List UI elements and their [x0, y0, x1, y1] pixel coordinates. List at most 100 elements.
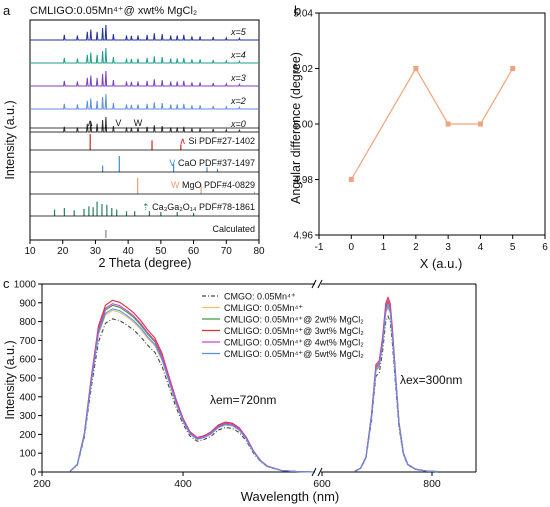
panel-c-y-tick-label: 100: [19, 449, 36, 460]
panel-c-y-tick-label: 400: [19, 392, 36, 403]
panel-a-x-axis-label: 2 Theta (degree): [99, 256, 192, 270]
panel-c-y-tick-label: 900: [19, 298, 36, 309]
panel-b-x-axis-label: X (a.u.): [420, 256, 463, 271]
panel-b-x-tick-label: 4: [478, 242, 484, 253]
panel-c-y-tick-label: 600: [19, 355, 36, 366]
panel-c-x-tick-label: 200: [33, 478, 51, 490]
panel-c-y-tick-label: 0: [30, 468, 36, 479]
panel-b-y-tick-label: 5.04: [294, 9, 314, 20]
panel-c-y-tick-label: 700: [19, 336, 36, 347]
panel-a-x-tick-label: 50: [155, 246, 167, 257]
reference-marker: W: [171, 180, 180, 190]
pattern-label: x=5: [230, 27, 247, 37]
panel-c-plot: 200 400 600 800 0 100 200 300 400 500 600 700 800 900…: [14, 279, 477, 490]
panel-b-data-point: [510, 66, 516, 71]
reference-marker: ∧: [179, 136, 186, 146]
legend-entry: CMLIGO: 0.05Mn⁴⁺@ 4wt% MgCl₂: [224, 338, 364, 348]
reference-marker: ⇡: [142, 202, 150, 212]
panel-a-letter: a: [3, 3, 11, 18]
panel-b-letter: b: [294, 3, 301, 18]
panel-c-y-tick-label: 300: [19, 411, 36, 422]
panel-c-x-tick-label: 400: [174, 478, 192, 490]
panel-c-y-tick-label: 800: [19, 317, 36, 328]
panel-a-y-axis-label: Intensity (a.u.): [3, 100, 17, 179]
excitation-curve: [69, 318, 314, 473]
phase-marker: ∧: [87, 118, 94, 128]
panel-b-series-line: [350, 67, 514, 180]
panel-a-x-tick-label: 20: [57, 246, 69, 257]
panel-a-plot: 10 20 30 40 50 60 70 80 x=5 x=4 x=3 x=2 x=0 ∧ V W ∧ Si P…: [24, 19, 265, 257]
pattern-line: [30, 93, 259, 110]
pattern-label: x=0: [230, 119, 246, 129]
panel-a-x-tick-label: 70: [221, 246, 233, 257]
pattern-label: x=3: [230, 73, 246, 83]
panel-b-data-point: [477, 121, 483, 127]
panel-c-y-axis-label: Intensity (a.u.): [3, 340, 17, 419]
annotation-lambda-ex: λex=300nm: [400, 373, 462, 387]
panel-c-y-tick-label: 500: [19, 374, 36, 385]
panel-a-x-tick-label: 80: [253, 246, 265, 257]
reference-label-text: Ca₃Ga₂O₁₄ PDF#78-1861: [152, 202, 255, 212]
pattern-line: [30, 47, 259, 64]
panel-b-x-tick-label: 2: [413, 242, 419, 253]
panel-c-y-tick-label: 200: [19, 430, 36, 441]
panel-b-data-point: [445, 121, 451, 127]
emission-curve: [354, 304, 438, 473]
reference-label-text: Si PDF#27-1402: [188, 136, 255, 146]
panel-a: a CMLIGO:0.05Mn⁴⁺@ xwt% MgCl₂ 10 20 30 40 50…: [3, 3, 265, 270]
pattern-label: x=4: [230, 50, 246, 60]
panel-b-y-tick-label: 4.98: [294, 175, 314, 186]
axis-break-mark: [317, 467, 323, 477]
pattern-line: [30, 70, 259, 87]
reference-label: ⇡ Ca₃Ga₂O₁₄ PDF#78-1861: [142, 202, 255, 212]
axis-break-mark: [311, 279, 317, 289]
legend-entry: CMLIGO: 0.05Mn⁴⁺@ 2wt% MgCl₂: [224, 315, 364, 325]
panel-b-x-tick-label: 0: [349, 242, 355, 253]
reference-label: Calculated: [212, 224, 255, 234]
panel-a-frame: [29, 19, 260, 241]
panel-c-y-tick-label: 1000: [14, 280, 37, 291]
reference-label: V CaO PDF#37-1497: [169, 158, 255, 168]
phase-marker: V: [115, 118, 121, 128]
legend-entry: CMLIGO: 0.05Mn⁴⁺@ 5wt% MgCl₂: [224, 349, 364, 359]
panel-b-data-point: [413, 66, 419, 71]
reference-marker: V: [169, 158, 175, 168]
panel-a-title: CMLIGO:0.05Mn⁴⁺@ xwt% MgCl₂: [30, 5, 197, 17]
panel-b-y-tick-label: 4.96: [294, 231, 314, 242]
panel-a-x-tick-label: 10: [24, 246, 36, 257]
panel-b-plot: -1 0 1 2 3 4 5 6 4.96 4.98 5.00 5.02 5.04: [294, 9, 549, 254]
panel-b-x-tick-label: 5: [510, 242, 516, 253]
reference-label-text: CaO PDF#37-1497: [178, 158, 255, 168]
panel-b: b -1 0 1 2 3 4 5 6 4.96 4.98 5.00 5.02 5.04 X (a.u.)…: [289, 3, 548, 271]
phase-marker: W: [134, 118, 143, 128]
reference-label: W MgO PDF#4-0829: [171, 180, 255, 190]
panel-b-y-axis-label: Angular difference (degree): [289, 52, 303, 204]
pattern-label: x=2: [230, 96, 246, 106]
panel-b-x-tick-label: -1: [315, 242, 324, 253]
panel-c-x-axis-label: Wavelength (nm): [241, 489, 340, 504]
legend-entry: CMGO: 0.05Mn⁴⁺: [224, 292, 296, 302]
legend-entry: CMLIGO: 0.05Mn⁴⁺: [224, 303, 303, 313]
panel-b-x-tick-label: 6: [542, 242, 548, 253]
excitation-curve: [69, 308, 314, 473]
axis-break-mark: [311, 467, 317, 477]
panel-b-frame: [318, 12, 546, 236]
pattern-line: [30, 116, 259, 133]
panel-b-x-tick-label: 1: [381, 242, 387, 253]
panel-b-y-tick-label: 5.00: [294, 120, 314, 131]
panel-a-x-tick-label: 30: [90, 246, 102, 257]
pattern-line: [30, 24, 259, 41]
panel-b-data-point: [348, 177, 354, 182]
annotation-lambda-em: λem=720nm: [210, 393, 276, 407]
panel-a-x-tick-label: 60: [188, 246, 200, 257]
panel-a-x-tick-label: 40: [123, 246, 135, 257]
axis-break-mark: [317, 279, 323, 289]
panel-c-x-tick-label: 600: [313, 478, 331, 490]
panel-b-y-tick-label: 5.02: [294, 64, 314, 75]
reference-label: ∧ Si PDF#27-1402: [179, 136, 255, 146]
panel-c-x-tick-label: 800: [423, 478, 441, 490]
reference-label-text: MgO PDF#4-0829: [182, 180, 255, 190]
legend-entry: CMLIGO: 0.05Mn⁴⁺@ 3wt% MgCl₂: [224, 326, 364, 336]
reference-label-text: Calculated: [212, 224, 255, 234]
